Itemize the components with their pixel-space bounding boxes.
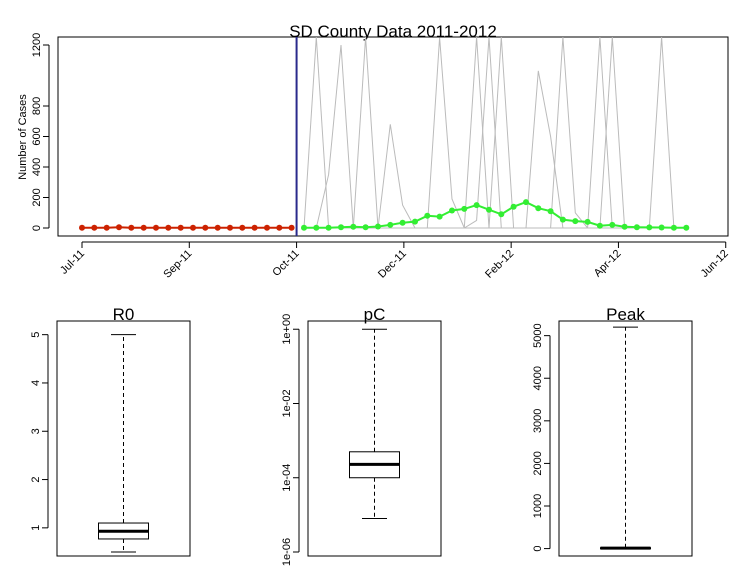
y-tick-label: 1e-04 bbox=[281, 464, 293, 492]
fitted-data-point bbox=[449, 207, 455, 214]
boxplot-peak: Peak 0 1000 2000 3000 4000 5000 bbox=[532, 305, 693, 557]
boxplot-pc-frame bbox=[307, 320, 442, 557]
observed-data-point bbox=[239, 224, 246, 231]
fitted-data-point bbox=[621, 223, 628, 230]
fitted-data-point bbox=[301, 224, 307, 231]
fitted-series-line bbox=[304, 201, 687, 229]
fitted-data-point bbox=[325, 224, 332, 231]
fitted-data-point bbox=[683, 224, 690, 231]
observed-data-point bbox=[177, 224, 184, 231]
fitted-data-point bbox=[510, 203, 517, 210]
fitted-data-point bbox=[646, 224, 653, 231]
y-tick-label: 4000 bbox=[532, 366, 544, 390]
fitted-data-point bbox=[633, 224, 640, 231]
fitted-data-point bbox=[350, 223, 357, 230]
fitted-data-point bbox=[362, 224, 369, 231]
boxplot-r0: R0 1 2 3 4 5 bbox=[30, 305, 191, 557]
y-tick-label: 3 bbox=[30, 428, 42, 434]
observed-data-point bbox=[153, 224, 159, 231]
fitted-data-point bbox=[375, 223, 381, 230]
fitted-data-point bbox=[313, 224, 320, 231]
simulation-lines bbox=[303, 36, 687, 229]
fitted-data-point bbox=[412, 218, 418, 225]
observed-data-point bbox=[165, 224, 172, 231]
fitted-data-point bbox=[535, 205, 542, 212]
observed-data-point bbox=[103, 224, 110, 231]
observed-data-point bbox=[79, 224, 85, 231]
observed-data-point bbox=[91, 224, 98, 231]
y-tick-label: 2000 bbox=[532, 451, 544, 475]
fitted-data-point bbox=[584, 218, 591, 225]
y-tick-label: 1000 bbox=[532, 494, 544, 518]
x-tick-label: Sep-11 bbox=[161, 248, 194, 281]
boxplot-r0-frame bbox=[56, 320, 191, 557]
fitted-data-point bbox=[399, 219, 406, 226]
y-tick-label: 1e-02 bbox=[281, 389, 293, 417]
fitted-data-point bbox=[658, 224, 665, 231]
observed-data-point bbox=[116, 224, 122, 231]
boxplot-pc-title: pC bbox=[364, 305, 386, 324]
observed-data-point bbox=[251, 224, 258, 231]
fitted-data-point bbox=[559, 216, 566, 223]
observed-data-point bbox=[227, 224, 233, 231]
fitted-data-point bbox=[473, 202, 480, 209]
x-tick-label: Apr-12 bbox=[592, 248, 624, 280]
fitted-data-point bbox=[436, 213, 443, 220]
y-tick-label: 200 bbox=[31, 188, 43, 206]
time-series-axes: 0 200 400 600 800 1200 Jul-11 Sep-11 Oct-11 Dec-1… bbox=[31, 33, 731, 281]
y-tick-label: 1200 bbox=[31, 33, 43, 57]
y-tick-label: 0 bbox=[532, 546, 544, 552]
observed-data-point bbox=[214, 224, 221, 231]
fitted-data-point bbox=[461, 205, 468, 212]
x-tick-label: Oct-11 bbox=[270, 248, 301, 279]
x-tick-label: Jun-12 bbox=[699, 248, 731, 280]
fitted-data-point bbox=[572, 218, 579, 225]
fitted-data-point bbox=[498, 211, 505, 218]
observed-data-point bbox=[288, 224, 295, 231]
fitted-data-point bbox=[338, 224, 344, 231]
y-tick-label: 2 bbox=[30, 476, 42, 482]
observed-data-point bbox=[264, 224, 270, 231]
x-tick-label: Feb-12 bbox=[483, 248, 516, 281]
fitted-data-point bbox=[387, 221, 394, 228]
boxplot-peak-frame bbox=[558, 320, 693, 557]
y-tick-label: 5 bbox=[30, 332, 42, 338]
boxplot-pc: pC 1e-06 1e-04 1e-02 1e+00 bbox=[281, 305, 442, 566]
y-tick-label: 0 bbox=[31, 225, 43, 231]
y-tick-label: 3000 bbox=[532, 409, 544, 433]
observed-data-point bbox=[190, 224, 196, 231]
boxplot-peak-title: Peak bbox=[606, 305, 645, 324]
fitted-data-point bbox=[596, 222, 603, 229]
y-tick-label: 1 bbox=[30, 525, 42, 531]
fitted-data-point bbox=[547, 208, 554, 215]
observed-series-line bbox=[82, 226, 292, 229]
y-tick-label: 600 bbox=[31, 127, 43, 145]
observed-data-point bbox=[276, 224, 283, 231]
observed-data-point bbox=[202, 224, 209, 231]
fitted-data-point bbox=[486, 206, 492, 213]
fitted-data-point bbox=[609, 221, 616, 228]
y-tick-label: 1e+00 bbox=[281, 314, 293, 345]
time-series-plot-frame bbox=[57, 36, 729, 237]
y-tick-label: 800 bbox=[31, 97, 43, 115]
y-tick-label: 4 bbox=[30, 380, 42, 386]
y-tick-label: 5000 bbox=[532, 323, 544, 347]
fitted-data-point bbox=[424, 212, 431, 219]
boxplot-r0-title: R0 bbox=[113, 305, 135, 324]
y-axis-label: Number of Cases bbox=[17, 94, 29, 180]
x-tick-label: Jul-11 bbox=[58, 248, 87, 277]
time-series-data bbox=[79, 37, 690, 236]
fitted-data-point bbox=[523, 199, 529, 206]
simulation-line bbox=[303, 36, 687, 229]
observed-data-point bbox=[140, 224, 147, 231]
y-tick-label: 1e-06 bbox=[281, 538, 293, 566]
time-series-panel: SD County Data 2011-2012 Number of Cases… bbox=[17, 22, 731, 281]
x-tick-label: Dec-11 bbox=[376, 248, 409, 281]
y-tick-label: 400 bbox=[31, 158, 43, 176]
fitted-data-point bbox=[670, 224, 677, 231]
chart-title: SD County Data 2011-2012 bbox=[289, 22, 497, 41]
observed-data-point bbox=[128, 224, 135, 231]
